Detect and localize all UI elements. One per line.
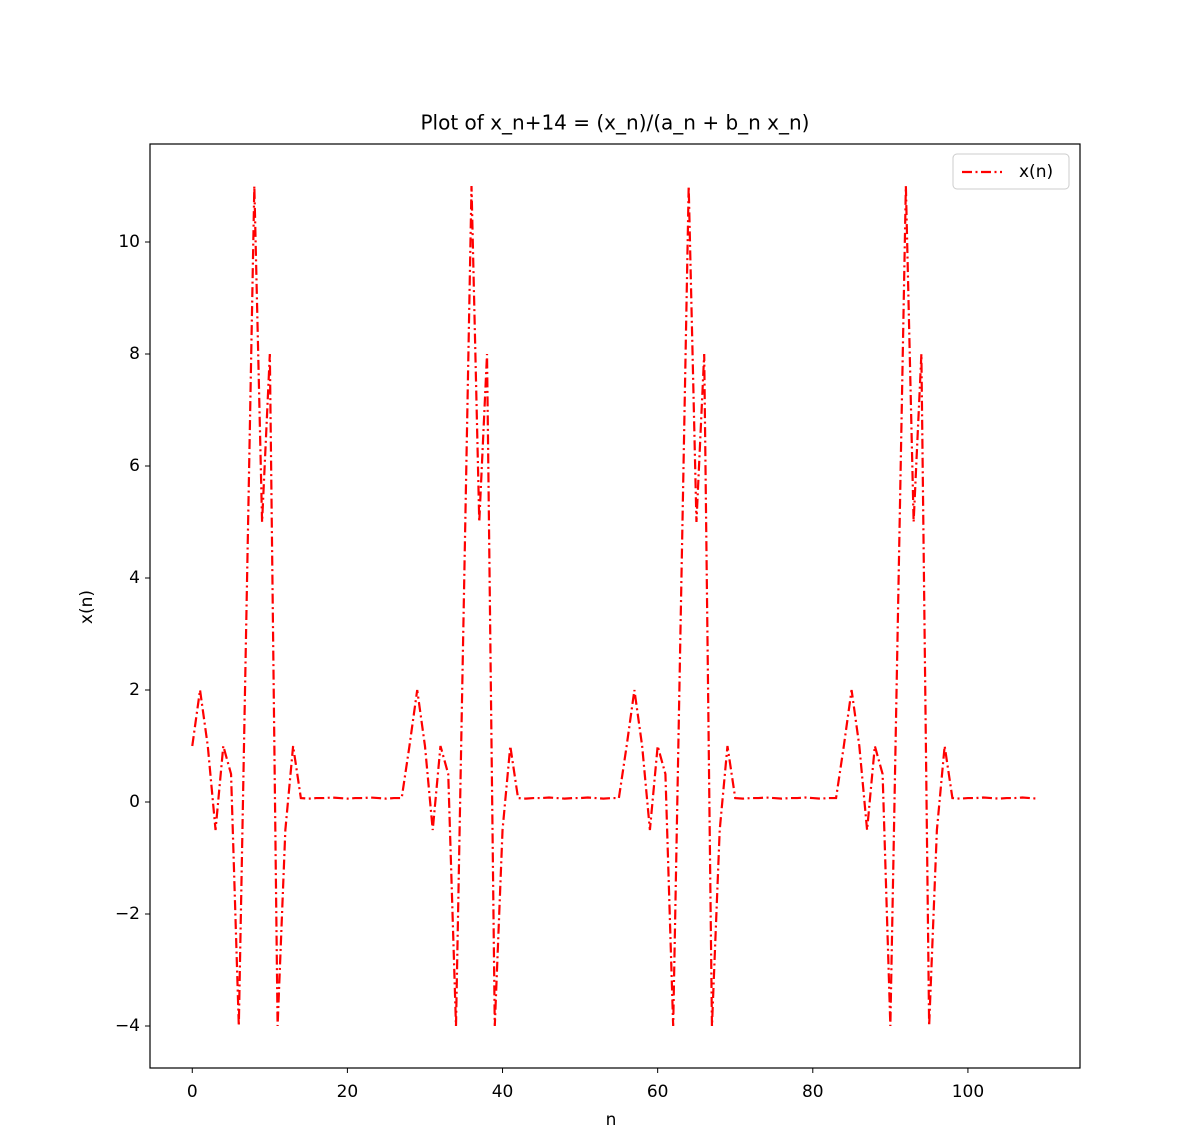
y-tick-label: 2 <box>129 680 140 700</box>
x-tick-label: 40 <box>492 1082 514 1102</box>
y-tick-label: 4 <box>129 568 140 588</box>
legend-label: x(n) <box>1019 162 1053 182</box>
data-line <box>191 185 1038 1027</box>
legend-box <box>952 153 1070 190</box>
y-tick-label: 8 <box>129 344 140 364</box>
x-tick-label: 0 <box>187 1082 198 1102</box>
x-tick-label: 60 <box>647 1082 669 1102</box>
y-axis-label: x(n) <box>77 590 97 624</box>
chart-title: Plot of x_n+14 = (x_n)/(a_n + b_n x_n) <box>421 111 810 135</box>
y-tick-label: −2 <box>115 904 140 924</box>
x-tick-label: 100 <box>952 1082 984 1102</box>
y-tick-label: 0 <box>129 792 140 812</box>
x-tick-label: 80 <box>802 1082 824 1102</box>
x-tick-label: 20 <box>337 1082 359 1102</box>
y-tick-label: 10 <box>118 232 140 252</box>
x-axis-label: n <box>606 1110 617 1130</box>
plot-frame <box>149 143 1081 1069</box>
y-tick-label: 6 <box>129 456 140 476</box>
y-tick-label: −4 <box>115 1016 140 1036</box>
